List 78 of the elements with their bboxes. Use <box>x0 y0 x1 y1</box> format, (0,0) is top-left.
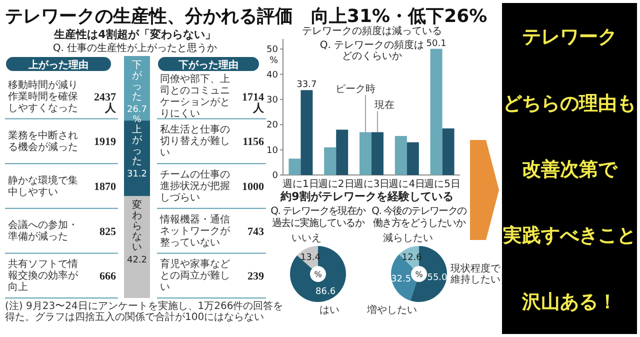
data-label: 86.6 <box>316 286 336 297</box>
chart-subtitle: Q. テレワークを現在か過去に実施しているか <box>270 205 366 229</box>
category-label: 業務を中断される機会が減った <box>8 129 78 153</box>
chart-title: テレワークの頻度は減っている <box>302 25 442 37</box>
category-label: 移動時間が減り作業時間を確保しやすくなった <box>7 78 78 114</box>
bar <box>442 128 454 175</box>
category-label: 共有ソフトで情報交換の効率が向上 <box>8 258 79 294</box>
data-label: 50.1 <box>426 38 446 49</box>
text: 現在 <box>374 99 394 112</box>
category-label: 情報機器・通信ネットワークが整っていない <box>159 213 231 248</box>
data-label: 1714人 <box>242 91 265 114</box>
x-tick-label: 週に3日 <box>353 179 390 190</box>
slice-label: 増やしたい <box>366 304 417 316</box>
data-label: 1156 <box>242 136 264 148</box>
slice-label: はい <box>319 305 340 316</box>
text: ピーク時 <box>336 83 376 96</box>
bar <box>406 142 419 175</box>
slice-label: 現状程度で維持したい <box>450 262 502 286</box>
series-label: 変わらない <box>132 198 142 253</box>
text: % <box>314 270 322 279</box>
data-label: 239 <box>248 270 264 283</box>
chart-subtitle: Q. 今後のテレワークの働き方をどうしたいか <box>372 205 468 229</box>
category-label: 私生活と仕事の切り替えが難しい <box>160 124 230 159</box>
data-label: 1000 <box>242 181 264 193</box>
data-label: 825 <box>100 226 116 238</box>
series-label: 下がった <box>132 60 143 102</box>
bar <box>430 48 442 175</box>
text: % <box>415 270 424 279</box>
category-label: 静かな環境で集中しやすい <box>8 174 78 198</box>
bar <box>394 136 407 175</box>
y-tick-label: 0 <box>272 171 278 181</box>
data-label: 26.7% <box>126 105 148 125</box>
y-axis-title: % <box>269 56 278 66</box>
data-label: 2437人 <box>94 91 117 114</box>
slice-label: 減らしたい <box>383 232 434 244</box>
chart-title: 約9割がテレワークを経験している <box>280 190 454 203</box>
text: 生産性は4割超が「変わらない」 <box>53 28 216 41</box>
bar <box>372 132 384 175</box>
y-tick-label: 20 <box>266 120 278 131</box>
text: 改善次第で <box>522 158 618 180</box>
data-label: 1870 <box>94 181 116 193</box>
category-label: 同僚や部下、上司とのコミュニケーションがとりにくい <box>160 73 230 120</box>
text: 上がった理由 <box>28 59 88 71</box>
bar <box>336 130 348 175</box>
data-label: 1919 <box>94 136 116 148</box>
category-label: 育児や家事などとの両立が難しい <box>160 258 230 294</box>
slice-label: いいえ <box>292 233 322 244</box>
x-tick-label: 週に2日 <box>318 179 354 190</box>
text: 実践すべきこと <box>502 224 636 247</box>
text: 下がった理由 <box>178 59 238 71</box>
data-label: 743 <box>248 226 264 238</box>
text: Q. テレワークの頻度はどのくらいか <box>320 39 424 62</box>
x-tick-label: 週に5日 <box>424 179 460 190</box>
y-tick-label: 40 <box>266 70 278 80</box>
bar <box>324 147 336 175</box>
category-label: 会議への参加・準備が減った <box>8 219 78 243</box>
data-label: 32.5 <box>391 274 412 284</box>
bar <box>300 90 313 175</box>
text: 沢山ある！ <box>521 290 617 313</box>
series-label: 上がった <box>132 124 143 168</box>
y-tick-label: 50 <box>266 45 278 56</box>
data-label: 42.2 <box>126 255 148 266</box>
data-label: 55.0 <box>427 272 448 283</box>
data-label: 666 <box>100 270 116 283</box>
y-tick-label: 30 <box>266 95 278 106</box>
data-label: 33.7 <box>296 80 317 90</box>
text: (注) 9月23〜24日にアンケートを実施し、1万266件の回答を得た。グラフは四捨五入の関係で合計が100にはならない <box>5 300 284 323</box>
x-tick-label: 週に1日 <box>282 179 319 190</box>
text: テレワーク <box>522 26 617 48</box>
bar <box>288 158 301 175</box>
text: Q. 仕事の生産性が上がったと思うか <box>52 42 218 54</box>
x-tick-label: 週に4日 <box>388 179 426 190</box>
text: どちらの理由も <box>503 92 636 114</box>
data-label: 31.2 <box>126 170 148 180</box>
bar <box>360 132 372 175</box>
y-tick-label: 10 <box>266 146 278 156</box>
text: テレワークの生産性、分かれる評価 向上31%・低下26% <box>5 6 488 27</box>
category-label: チームの仕事の進捗状況が把握しづらい <box>160 168 230 204</box>
